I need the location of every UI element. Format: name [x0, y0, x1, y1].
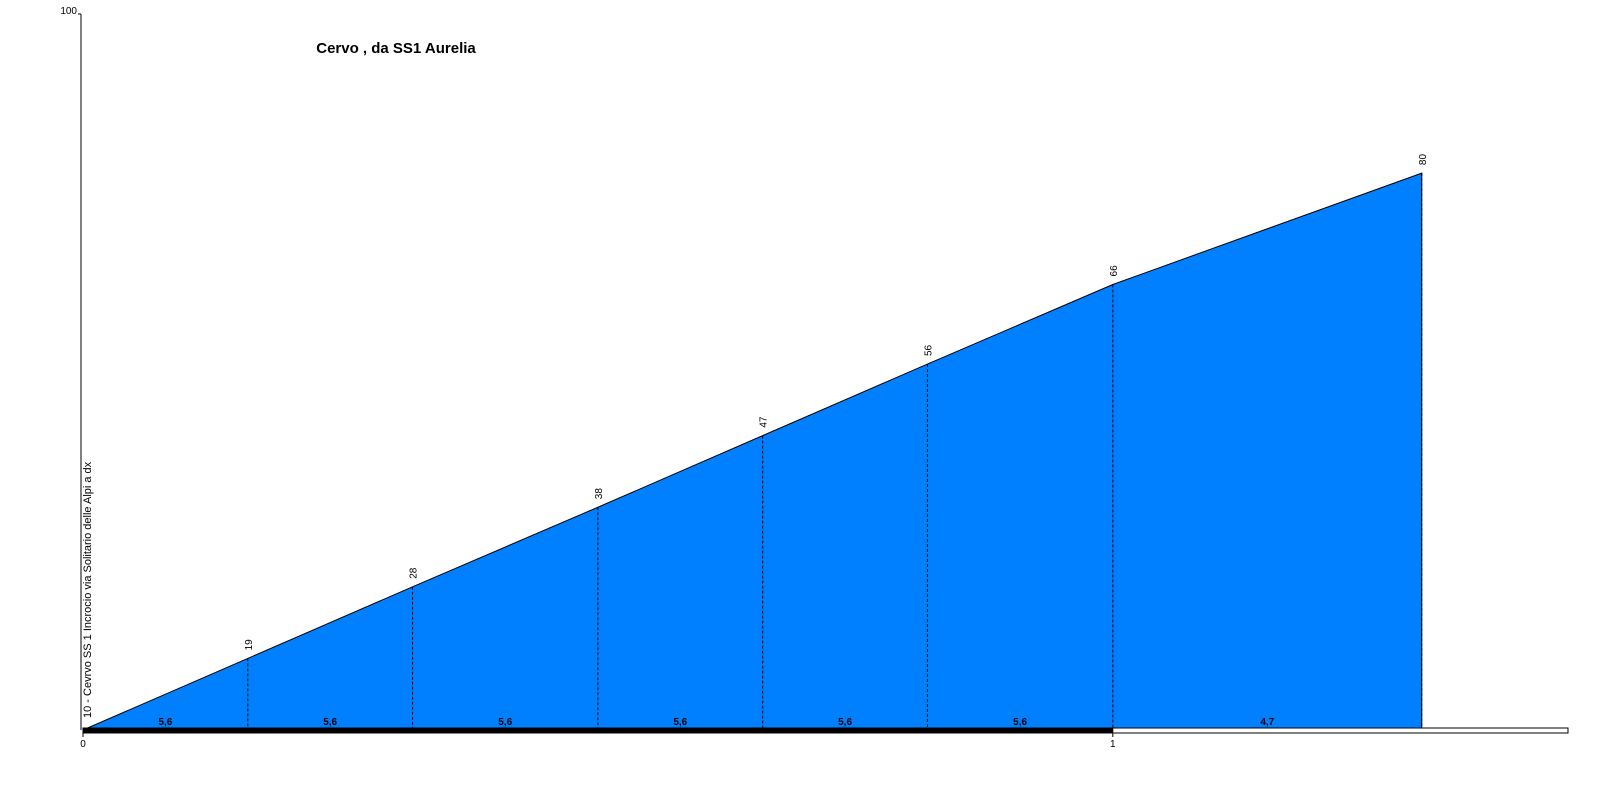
distance-bar [1112, 727, 1569, 734]
grade-label: 5,6 [323, 717, 337, 728]
x-tick-label: 0 [80, 739, 86, 750]
chart-title: Cervo , da SS1 Aurelia [316, 40, 476, 57]
elevation-label: 66 [1109, 265, 1120, 277]
start-label: 10 - Cevrvo SS 1 Incrocio via Solitario … [82, 461, 94, 718]
elevation-area [82, 172, 1423, 731]
elevation-label: 19 [244, 639, 255, 651]
grade-label: 5,6 [1013, 717, 1027, 728]
grade-label: 5,6 [498, 717, 512, 728]
elevation-label: 47 [759, 416, 770, 428]
x-tick-label: 1 [1110, 739, 1116, 750]
elevation-label: 38 [594, 488, 605, 500]
elevation-label: 28 [409, 567, 420, 579]
grade-label: 5,6 [838, 717, 852, 728]
distance-bar [82, 727, 1114, 734]
elevation-label: 80 [1418, 154, 1429, 166]
y-tick-label: 100 [60, 6, 77, 17]
grade-label: 5,6 [158, 717, 172, 728]
grade-label: 4,7 [1260, 717, 1274, 728]
elevation-label: 56 [923, 344, 934, 356]
grade-label: 5,6 [673, 717, 687, 728]
